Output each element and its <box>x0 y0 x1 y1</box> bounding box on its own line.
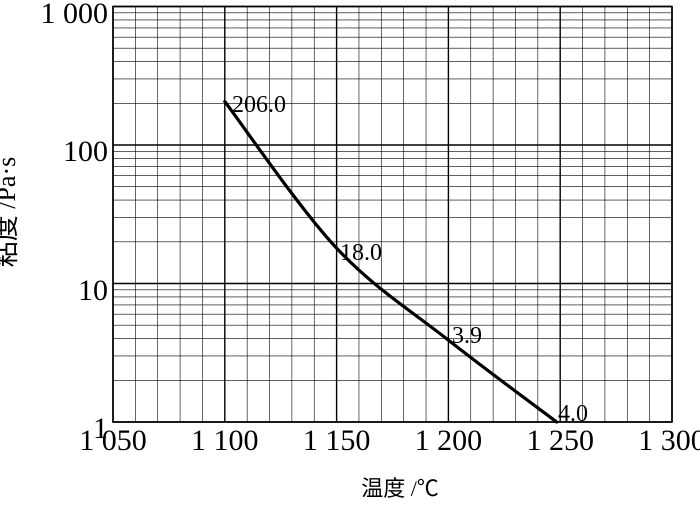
svg-text:1 000: 1 000 <box>41 0 109 30</box>
svg-text:1 150: 1 150 <box>303 424 371 457</box>
svg-text:1 100: 1 100 <box>191 424 259 457</box>
svg-text:1 200: 1 200 <box>415 424 483 457</box>
svg-text:粘度 /Pa·s: 粘度 /Pa·s <box>0 157 21 268</box>
svg-text:206.0: 206.0 <box>232 92 286 118</box>
svg-text:4.0: 4.0 <box>558 401 588 427</box>
svg-text:温度 /℃: 温度 /℃ <box>361 476 439 501</box>
svg-text:3.9: 3.9 <box>452 323 482 349</box>
svg-text:1 300: 1 300 <box>638 424 700 457</box>
svg-text:18.0: 18.0 <box>340 240 382 266</box>
svg-text:1 050: 1 050 <box>79 424 147 457</box>
svg-text:1 250: 1 250 <box>526 424 594 457</box>
svg-text:100: 100 <box>63 135 108 168</box>
svg-text:10: 10 <box>78 274 108 307</box>
